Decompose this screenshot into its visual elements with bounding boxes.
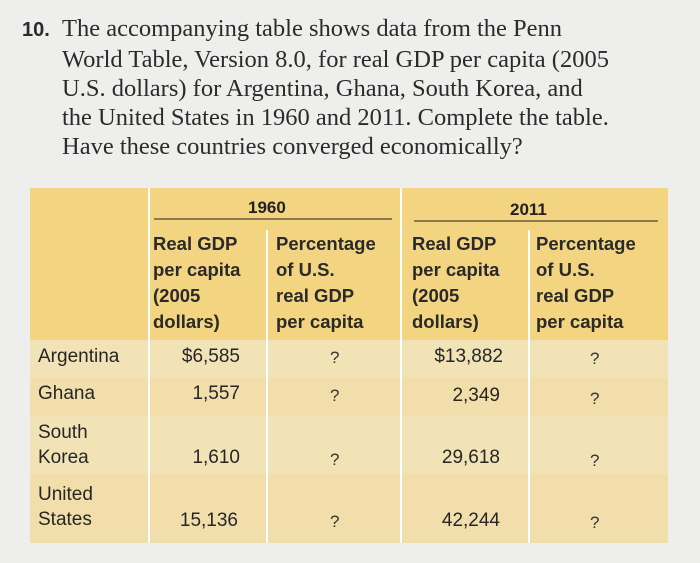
question-line-4: the United States in 1960 and 2011. Comp… bbox=[62, 104, 609, 131]
year-1960-heading: 1960 bbox=[248, 198, 286, 217]
table-header bbox=[30, 188, 668, 340]
cell-gdp-1960: $6,585 bbox=[181, 346, 240, 367]
gdp-table: 1960 2011 Real GDP per capita (2005 doll… bbox=[30, 188, 668, 543]
cell-pct-1960: ? bbox=[330, 450, 340, 469]
table-row bbox=[30, 378, 668, 416]
column-divider bbox=[148, 188, 150, 543]
table-row bbox=[30, 474, 668, 543]
cell-pct-2011: ? bbox=[590, 513, 600, 532]
cell-pct-1960: ? bbox=[330, 348, 340, 367]
cell-gdp-1960: 1,610 bbox=[192, 447, 240, 468]
col-gdp-2011-header: Real GDP per capita (2005 dollars) bbox=[412, 233, 500, 332]
country-united-states: United States bbox=[38, 484, 93, 530]
table-row bbox=[30, 416, 668, 474]
question-line-5: Have these countries converged economica… bbox=[62, 133, 523, 160]
cell-gdp-2011: 2,349 bbox=[452, 385, 500, 406]
year-2011-heading: 2011 bbox=[510, 200, 547, 219]
year-2011-rule bbox=[414, 220, 658, 222]
column-divider bbox=[266, 230, 268, 543]
question-number: 10. bbox=[22, 19, 50, 41]
cell-gdp-2011: 42,244 bbox=[441, 510, 500, 531]
question-text: 10. The accompanying table shows data fro… bbox=[22, 14, 677, 161]
col-pct-1960-header: Percentage of U.S. real GDP per capita bbox=[276, 233, 376, 332]
col-gdp-1960-header: Real GDP per capita (2005 dollars) bbox=[153, 233, 241, 332]
column-divider bbox=[400, 188, 402, 543]
question-line-1: 10. The accompanying table shows data fro… bbox=[22, 14, 677, 45]
question-line-3: U.S. dollars) for Argentina, Ghana, Sout… bbox=[62, 75, 583, 102]
cell-pct-1960: ? bbox=[330, 512, 340, 531]
cell-gdp-1960: 15,136 bbox=[179, 510, 238, 531]
table-row bbox=[30, 340, 668, 378]
country-argentina: Argentina bbox=[38, 346, 120, 367]
year-1960-rule bbox=[154, 218, 392, 220]
cell-pct-2011: ? bbox=[590, 349, 600, 368]
country-ghana: Ghana bbox=[38, 383, 96, 404]
col-pct-2011-header: Percentage of U.S. real GDP per capita bbox=[536, 233, 636, 332]
country-south-korea: South Korea bbox=[38, 422, 89, 468]
cell-pct-1960: ? bbox=[330, 386, 340, 405]
cell-gdp-2011: 29,618 bbox=[441, 447, 500, 468]
cell-pct-2011: ? bbox=[590, 451, 600, 470]
cell-gdp-1960: 1,557 bbox=[192, 383, 240, 404]
column-divider bbox=[528, 230, 530, 543]
cell-pct-2011: ? bbox=[590, 389, 600, 408]
cell-gdp-2011: $13,882 bbox=[434, 346, 503, 367]
question-line-2: World Table, Version 8.0, for real GDP p… bbox=[62, 46, 609, 73]
